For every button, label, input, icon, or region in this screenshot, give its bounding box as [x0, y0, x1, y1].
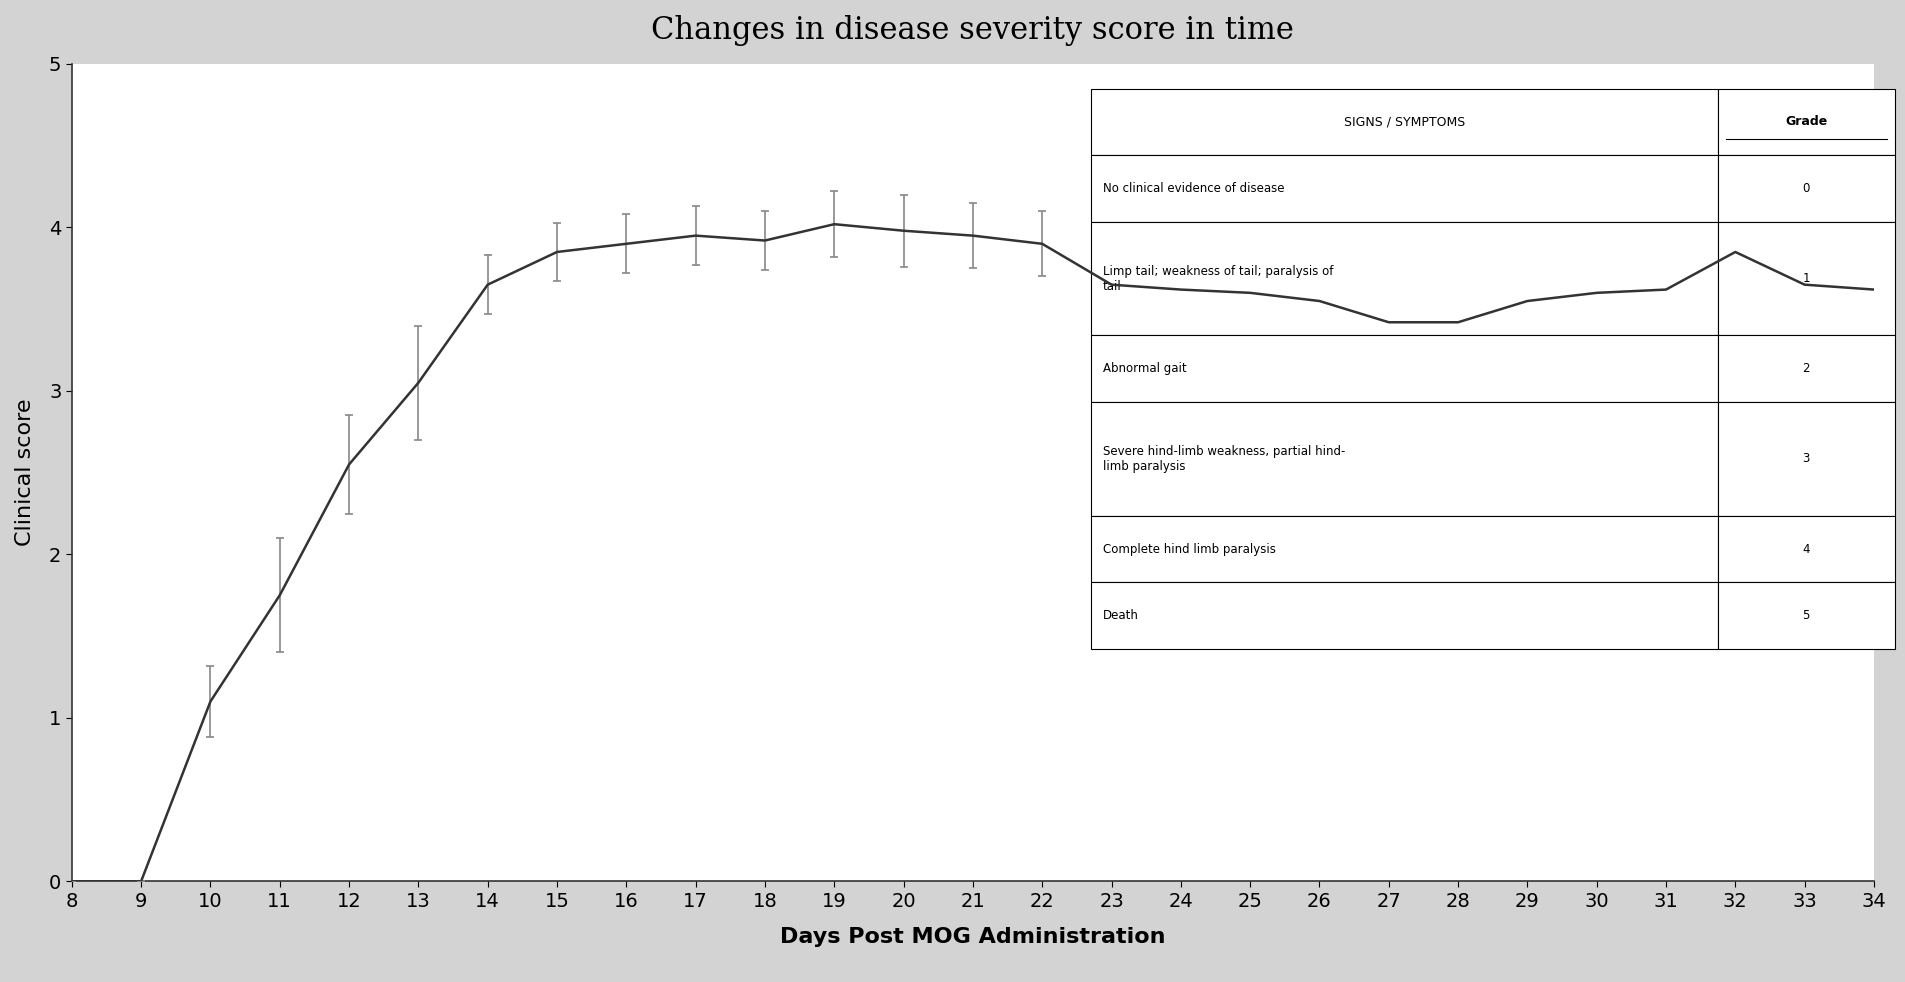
Title: Changes in disease severity score in time: Changes in disease severity score in tim… [652, 15, 1293, 46]
Y-axis label: Clinical score: Clinical score [15, 399, 34, 546]
X-axis label: Days Post MOG Administration: Days Post MOG Administration [779, 927, 1166, 948]
